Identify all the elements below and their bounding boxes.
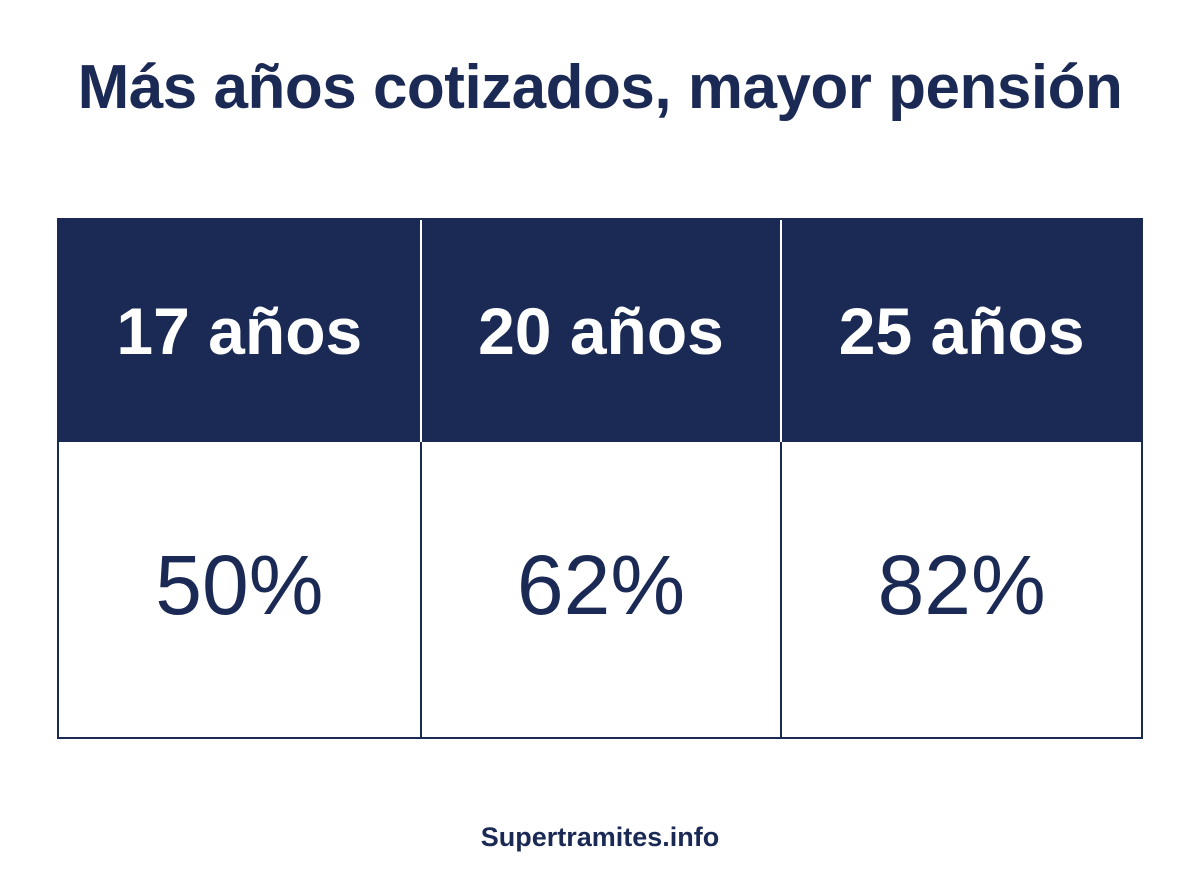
header-cell-17: 17 años — [59, 220, 420, 442]
header-cell-20: 20 años — [419, 220, 781, 442]
value-cell-17: 50% — [155, 538, 324, 632]
pension-table: 17 años 20 años 25 años 50% 62% 82% — [57, 218, 1143, 739]
value-cell-20: 62% — [419, 442, 781, 737]
site-footer-credit: Supertramites.info — [480, 822, 720, 852]
value-cell-25: 82% — [780, 442, 1141, 737]
header-cell-25: 25 años — [780, 220, 1141, 442]
page-title: Más años cotizados, mayor pensión — [77, 53, 1123, 122]
